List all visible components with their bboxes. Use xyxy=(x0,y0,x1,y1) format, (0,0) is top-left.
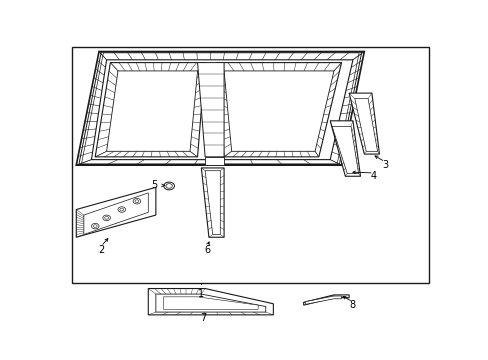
Circle shape xyxy=(120,208,123,211)
Text: 3: 3 xyxy=(381,160,387,170)
Polygon shape xyxy=(148,288,273,315)
Polygon shape xyxy=(329,121,360,176)
Polygon shape xyxy=(205,157,224,165)
Polygon shape xyxy=(156,294,265,312)
Circle shape xyxy=(165,184,172,188)
Polygon shape xyxy=(305,296,341,304)
Text: 6: 6 xyxy=(203,245,210,255)
Polygon shape xyxy=(348,93,379,154)
Polygon shape xyxy=(205,171,220,234)
Polygon shape xyxy=(224,71,333,151)
Circle shape xyxy=(163,182,174,190)
Circle shape xyxy=(93,225,97,228)
Text: 4: 4 xyxy=(370,171,376,181)
Polygon shape xyxy=(354,99,377,151)
Text: 2: 2 xyxy=(98,245,104,255)
Polygon shape xyxy=(84,193,148,234)
Polygon shape xyxy=(331,126,358,174)
Circle shape xyxy=(135,200,139,203)
Circle shape xyxy=(118,207,125,212)
Polygon shape xyxy=(303,295,348,305)
Circle shape xyxy=(91,223,99,229)
Circle shape xyxy=(133,198,141,204)
Polygon shape xyxy=(91,60,352,159)
Circle shape xyxy=(102,215,110,221)
Bar xyxy=(72,48,428,283)
Polygon shape xyxy=(76,187,156,237)
Text: 7: 7 xyxy=(200,312,206,323)
Text: 8: 8 xyxy=(349,300,355,310)
Polygon shape xyxy=(197,63,224,157)
Polygon shape xyxy=(106,71,197,151)
Polygon shape xyxy=(163,297,258,309)
Polygon shape xyxy=(201,168,224,237)
Polygon shape xyxy=(216,63,341,157)
Circle shape xyxy=(104,216,108,219)
Polygon shape xyxy=(95,63,205,157)
Text: 5: 5 xyxy=(150,180,157,190)
Text: 1: 1 xyxy=(198,289,204,299)
Polygon shape xyxy=(76,51,364,165)
